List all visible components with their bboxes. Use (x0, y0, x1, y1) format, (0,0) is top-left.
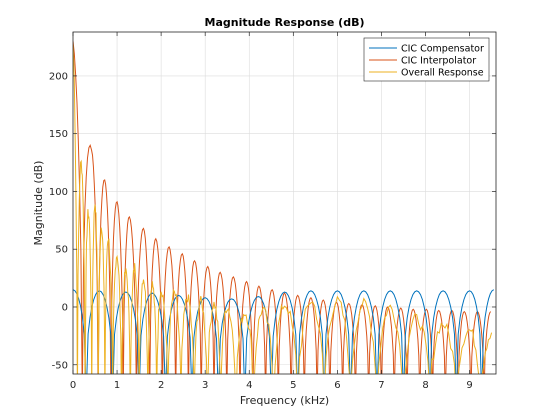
legend-label-overall-response: Overall Response (401, 68, 484, 79)
x-tick-label: 0 (70, 380, 76, 391)
x-tick-label: 9 (466, 380, 472, 391)
series-line-cic-interpolator (73, 41, 492, 374)
x-tick-label: 6 (334, 380, 340, 391)
plot-area-frame (72, 31, 497, 375)
legend-label-cic-interpolator: CIC Interpolator (401, 56, 476, 67)
x-tick-label: 1 (114, 380, 120, 391)
y-tick-label: 0 (62, 302, 68, 313)
grid (72, 32, 496, 374)
y-tick-label: 50 (55, 245, 68, 256)
series-layer (73, 41, 495, 374)
y-tick-label: 100 (49, 187, 68, 198)
legend-label-cic-compensator: CIC Compensator (401, 44, 484, 55)
y-tick-label: -50 (52, 360, 68, 371)
x-axis-label: Frequency (kHz) (240, 394, 329, 407)
x-tick-label: 7 (378, 380, 384, 391)
x-tick-label: 4 (246, 380, 252, 391)
x-tick-label: 5 (290, 380, 296, 391)
legend: CIC Compensator CIC Interpolator Overall… (363, 37, 490, 82)
chart-title: Magnitude Response (dB) (205, 16, 365, 29)
series-line-cic-compensator (73, 289, 495, 374)
x-tick-label: 2 (158, 380, 164, 391)
x-tick-label: 8 (422, 380, 428, 391)
y-tick-label: 200 (49, 71, 68, 82)
x-tick-label: 3 (202, 380, 208, 391)
y-tick-label: 150 (49, 129, 68, 140)
y-axis-label: Magnitude (dB) (32, 161, 45, 246)
